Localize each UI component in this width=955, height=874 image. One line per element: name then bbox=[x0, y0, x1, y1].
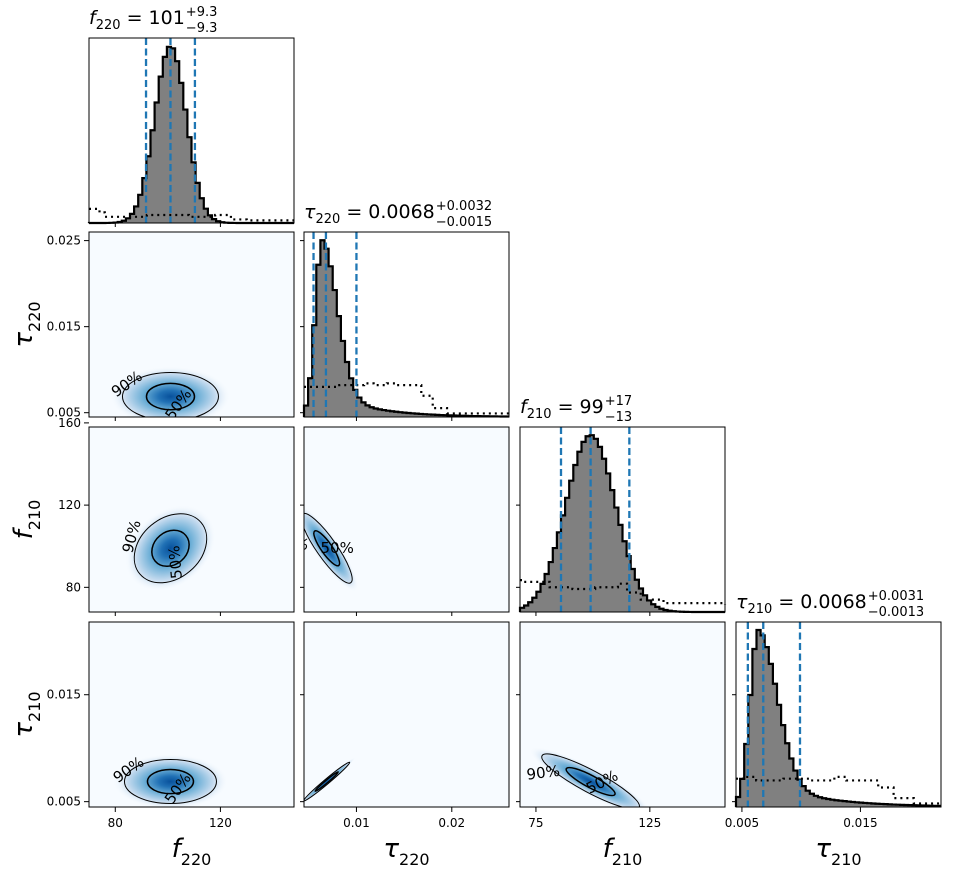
density-panel-frame bbox=[88, 426, 295, 613]
title-lower-error: −13 bbox=[605, 410, 632, 425]
density-panel: 90%50% bbox=[119, 505, 216, 592]
y-tick-label: 80 bbox=[66, 580, 81, 594]
x-axis-label: f220 bbox=[172, 834, 212, 869]
posterior-histogram-outline bbox=[734, 628, 941, 807]
contour-90 bbox=[133, 513, 208, 584]
title-upper-error: +0.0032 bbox=[436, 199, 492, 214]
contour-label-50: 50% bbox=[165, 545, 186, 580]
y-tick-label: 0.015 bbox=[47, 320, 81, 334]
density-panel: 90%50% bbox=[108, 366, 231, 417]
diagonal-panel-frame bbox=[88, 37, 295, 224]
density-blob bbox=[125, 505, 216, 592]
density-blob bbox=[112, 754, 228, 807]
posterior-histogram-fill bbox=[736, 630, 941, 807]
x-tick-label: 0.01 bbox=[343, 816, 370, 830]
density-blob bbox=[304, 504, 359, 592]
title-lower-error: −0.0013 bbox=[868, 605, 924, 620]
contour-50 bbox=[151, 529, 190, 568]
panel-title: τ210 = 0.0068 bbox=[736, 591, 867, 617]
density-panel-frame bbox=[88, 621, 295, 808]
x-tick-label: 0.02 bbox=[438, 816, 465, 830]
contour-50 bbox=[565, 766, 616, 797]
x-axis-label: τ220 bbox=[383, 834, 429, 869]
diagonal-panel-frame bbox=[303, 231, 510, 418]
y-tick-label: 0.005 bbox=[47, 406, 81, 420]
contour-50 bbox=[146, 768, 195, 795]
density-blob bbox=[110, 366, 231, 417]
density-blob bbox=[529, 747, 652, 807]
posterior-histogram-fill bbox=[520, 435, 725, 612]
y-tick-label: 0.005 bbox=[47, 795, 81, 809]
posterior-histogram-fill bbox=[89, 46, 294, 223]
contour-50 bbox=[145, 382, 196, 411]
y-tick-label: 160 bbox=[58, 416, 81, 430]
panel-title: τ220 = 0.0068 bbox=[304, 201, 435, 227]
y-axis-label: f210 bbox=[9, 500, 44, 540]
contour-50 bbox=[313, 530, 341, 567]
x-tick-label: 75 bbox=[528, 816, 543, 830]
contour-90 bbox=[541, 753, 640, 807]
y-tick-label: 120 bbox=[58, 498, 81, 512]
density-panel-background bbox=[304, 622, 509, 807]
x-axis-label: τ210 bbox=[815, 834, 861, 869]
contour-90 bbox=[123, 759, 217, 805]
x-tick-label: 125 bbox=[638, 816, 661, 830]
posterior-histogram-fill bbox=[304, 240, 509, 417]
contour-label-90: 90% bbox=[526, 762, 561, 784]
panel-title: f210 = 99 bbox=[520, 396, 604, 422]
y-axis-label: τ220 bbox=[9, 301, 44, 347]
x-tick-label: 0.005 bbox=[725, 816, 759, 830]
prior-histogram bbox=[89, 207, 294, 222]
density-panel-background bbox=[520, 622, 725, 807]
title-lower-error: −9.3 bbox=[186, 21, 218, 36]
density-panel-frame bbox=[519, 621, 726, 808]
density-panel: 90%50% bbox=[526, 747, 652, 807]
prior-histogram bbox=[736, 775, 941, 805]
x-tick-label: 80 bbox=[108, 816, 123, 830]
diagonal-panel-frame bbox=[519, 426, 726, 613]
density-panel: 90% 50% bbox=[274, 504, 359, 592]
posterior-histogram-outline bbox=[302, 239, 509, 418]
density-blob bbox=[304, 757, 356, 806]
contour-90 bbox=[304, 761, 351, 802]
density-panel-background bbox=[304, 427, 509, 612]
x-tick-label: 0.015 bbox=[843, 816, 877, 830]
x-axis-label: f210 bbox=[603, 834, 643, 869]
panel-title: f220 = 101 bbox=[89, 7, 185, 33]
y-tick-label: 0.025 bbox=[47, 234, 81, 248]
contour-label-90: 90% bbox=[274, 526, 311, 554]
y-axis-label: τ210 bbox=[9, 691, 44, 737]
title-upper-error: +17 bbox=[605, 394, 632, 409]
density-panel-frame bbox=[88, 231, 295, 418]
contour-label-50: 50% bbox=[321, 539, 354, 557]
density-panel bbox=[304, 757, 356, 806]
diagonal-panel-frame bbox=[735, 621, 942, 808]
prior-histogram bbox=[304, 382, 509, 415]
contour-90 bbox=[304, 512, 353, 584]
density-panel-frame bbox=[303, 621, 510, 808]
title-upper-error: +9.3 bbox=[186, 5, 218, 20]
contour-90 bbox=[121, 372, 219, 417]
x-tick-label: 120 bbox=[209, 816, 232, 830]
density-panel-frame bbox=[303, 426, 510, 613]
title-upper-error: +0.0031 bbox=[868, 589, 924, 604]
prior-histogram bbox=[520, 579, 727, 605]
contour-50 bbox=[314, 771, 339, 792]
title-lower-error: −0.0015 bbox=[436, 215, 492, 230]
y-tick-label: 0.015 bbox=[47, 688, 81, 702]
